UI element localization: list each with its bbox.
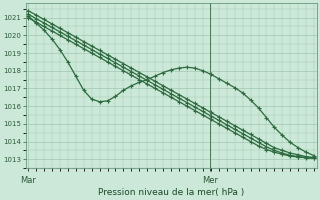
X-axis label: Pression niveau de la mer( hPa ): Pression niveau de la mer( hPa ) — [98, 188, 244, 197]
